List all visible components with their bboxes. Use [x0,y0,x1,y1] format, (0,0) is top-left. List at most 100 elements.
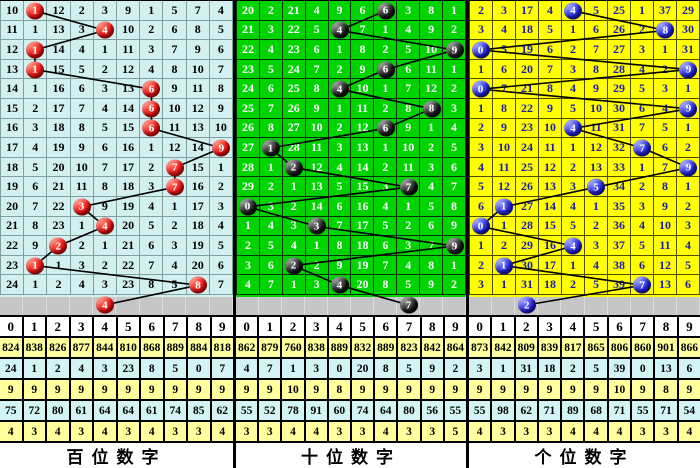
drawn-digit-ball: 9 [445,41,464,59]
stat-cell: 9 [538,380,561,399]
miss-cell: 3 [374,177,398,197]
stat-cell: 9 [0,380,22,399]
stat-cell: 0 [328,359,350,378]
stat-cell: 3 [236,422,258,441]
miss-cell: 27 [237,138,260,158]
miss-cell: 18 [351,236,375,256]
stat-cell: 860 [632,338,654,357]
miss-cell: 21 [117,236,141,256]
miss-cell: 3 [259,20,283,41]
stat-cell: 9 [94,380,116,399]
miss-cell: 3 [397,1,421,21]
drawn-digit-ball: 6 [142,119,161,137]
drawn-digit-ball: 4 [95,217,114,235]
miss-cell: 3 [677,216,700,237]
pending-row [236,295,466,315]
miss-cell: 1 [47,255,71,276]
stat-cell: 74 [352,401,374,420]
miss-cell: 21 [516,79,539,99]
miss-cell: 31 [516,275,539,295]
miss-cell: 20 [516,59,539,80]
miss-cell: 3 [93,275,117,295]
drawn-digit-ball: 6 [376,119,395,137]
miss-cell: 4 [562,197,585,217]
stat-cell: 4 [608,422,631,441]
miss-cell: 6 [397,59,421,80]
miss-cell: 2 [562,157,585,178]
stat-cell: 842 [492,338,514,357]
miss-cell: 2 [305,255,329,276]
miss-cell: 29 [677,1,700,21]
miss-cell: 1 [677,177,700,197]
miss-cell: 7 [24,197,48,217]
miss-cell: 11 [585,118,608,139]
stat-cell: 760 [282,338,304,357]
miss-cell: 3 [470,138,493,158]
miss-cell: 16 [1,118,25,139]
miss-cell: 9 [305,99,329,119]
miss-cell: 23 [516,118,539,139]
drawn-digit-ball: 4 [95,21,114,39]
miss-cell: 7 [70,99,94,119]
drawn-digit-ball: 4 [563,237,582,255]
drawn-digit-ball: 7 [165,159,184,177]
miss-cell: 4 [631,216,654,237]
miss-cell: 3 [93,1,117,21]
stat-cell: 3 [421,422,443,441]
stat-cell: 8 [655,380,677,399]
miss-cell: 1 [443,255,466,276]
miss-cell: 10 [493,138,516,158]
drawn-digit-ball: 5 [587,178,606,196]
miss-cell: 6 [677,275,700,295]
miss-cell: 30 [677,20,700,41]
stat-cell: 866 [678,338,700,357]
miss-cell: 15 [117,118,141,139]
miss-cell: 4 [493,20,516,41]
miss-cell: 13 [585,157,608,178]
drawn-digit-ball: 0 [238,198,257,216]
miss-cell: 2 [24,99,48,119]
stat-cell: 62 [211,401,233,420]
miss-cell: 9 [209,99,233,119]
miss-cell: 12 [47,1,71,21]
pending-cell [163,297,187,315]
miss-cell: 1 [470,99,493,119]
stat-cell: 4 [236,359,258,378]
miss-cell: 23 [282,40,306,60]
miss-cell: 1 [282,177,306,197]
miss-cell: 4 [443,118,466,139]
miss-cell: 21 [282,1,306,21]
stat-cell: 8 [141,359,163,378]
miss-cell: 4 [163,255,187,276]
stat-cell: 889 [164,338,186,357]
miss-cell: 6 [70,79,94,99]
miss-cell: 1 [420,118,444,139]
miss-cell: 8 [493,99,516,119]
drawn-digit-ball: 0 [471,80,490,98]
miss-cell: 1 [677,118,700,139]
miss-cell: 7 [93,157,117,178]
miss-cell: 1 [328,40,352,60]
miss-cell: 8 [24,216,48,237]
miss-cell: 5 [631,79,654,99]
miss-cell: 2 [470,1,493,21]
stat-cell: 1 [492,359,514,378]
miss-cell: 6 [259,255,283,276]
stat-cell: 9 [305,380,327,399]
stat-cell: 4 [562,422,584,441]
stat-cell: 39 [608,359,631,378]
miss-cell: 15 [539,216,562,237]
miss-cell: 13 [305,177,329,197]
miss-cell: 10 [163,99,187,119]
stat-cell: 9 [678,380,700,399]
miss-cell: 2 [70,236,94,256]
miss-cell: 8 [259,118,283,139]
drawn-digit-ball: 6 [376,2,395,20]
stat-cell: 3 [492,422,514,441]
miss-cell: 10 [420,40,444,60]
pending-digit-ball: 7 [399,296,418,314]
digit-header-cell: 5 [352,317,374,336]
stat-cell: 9 [469,380,491,399]
stat-cell: 824 [0,338,22,357]
miss-cell: 20 [351,275,375,295]
